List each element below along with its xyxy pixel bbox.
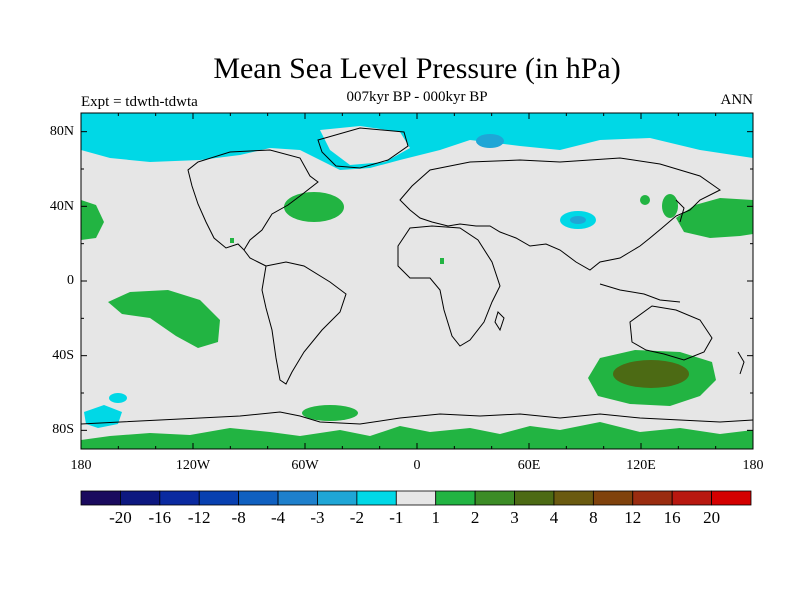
coast-japan (675, 199, 685, 223)
coast-new-zealand (737, 351, 745, 375)
lon-label-60w: 60W (291, 458, 319, 473)
colorbar-swatch (592, 490, 634, 506)
colorbar-swatch (474, 490, 515, 506)
coast-north-america (187, 149, 319, 251)
subtitle: 007kyr BP - 000kyr BP (346, 89, 488, 105)
colorbar-swatch (671, 490, 712, 506)
lat-label-80n: 80N (49, 124, 74, 139)
colorbar-swatch (553, 490, 594, 506)
lat-label-40s: 40S (52, 348, 74, 363)
axis-ticks (80, 113, 754, 449)
lon-label-180e: 180 (742, 458, 764, 473)
antarctic-positive-band (81, 422, 753, 449)
colorbar-swatch (395, 490, 437, 506)
colorbar-label: -20 (109, 508, 132, 527)
coast-greenland (317, 127, 409, 169)
indian-ocean-positive-core (613, 360, 689, 388)
lon-label-120w: 120W (175, 458, 211, 473)
colorbar-swatch (711, 490, 752, 506)
coast-indonesia (599, 283, 681, 303)
lon-label-180w: 180 (70, 458, 92, 473)
colorbar-swatch (356, 490, 397, 506)
colorbar-swatch (80, 490, 121, 506)
colorbar-label: 3 (510, 508, 519, 527)
colorbar-swatch (317, 490, 358, 506)
china-positive (640, 195, 650, 205)
colorbar-label: -16 (148, 508, 172, 527)
america-small-positive (230, 238, 234, 243)
colorbar-label: 2 (470, 508, 480, 527)
south-atlantic-positive (302, 405, 358, 421)
africa-small-positive (440, 258, 444, 264)
lon-label-60e: 60E (517, 458, 541, 473)
south-pacific-negative-2 (109, 393, 127, 403)
coast-central-america (243, 249, 267, 267)
lon-label-120e: 120E (626, 458, 656, 473)
colorbar-swatch (198, 490, 240, 506)
colorbar-swatch (120, 490, 161, 506)
lat-label-40n: 40N (49, 199, 74, 214)
north-pacific-positive (676, 198, 753, 238)
japan-positive (662, 194, 678, 218)
colorbar-label: -12 (187, 508, 211, 527)
lon-label-0: 0 (413, 458, 421, 473)
atlantic-positive-region (284, 192, 344, 222)
colorbar-label: 1 (431, 508, 440, 527)
south-pacific-positive (108, 290, 220, 348)
coast-madagascar (494, 311, 505, 332)
siberia-negative-core (476, 134, 504, 148)
colorbar-label: 4 (549, 508, 559, 527)
coastlines (81, 127, 753, 425)
colorbar-swatch (632, 490, 673, 506)
coast-europe (399, 157, 721, 271)
colorbar-label: 8 (589, 508, 598, 527)
colorbar-label: -3 (310, 508, 325, 527)
tibet-negative-core (570, 216, 586, 224)
colorbar-swatch (159, 490, 200, 506)
colorbar-label: -8 (231, 508, 246, 527)
colorbar-label: 16 (663, 508, 681, 527)
west-pacific-positive (81, 200, 104, 240)
arctic-negative-region (81, 113, 753, 170)
colorbar-label: -4 (270, 508, 286, 527)
colorbar-label: 20 (703, 508, 721, 527)
colorbar-swatch (435, 490, 476, 506)
coast-antarctica (81, 411, 753, 425)
map-panel (81, 113, 753, 449)
lat-label-80s: 80S (52, 422, 74, 437)
colorbar-label: -1 (389, 508, 404, 527)
colorbar-label: -2 (349, 508, 364, 527)
colorbar-label: 12 (624, 508, 642, 527)
coast-south-america (261, 261, 347, 385)
greenland-gap (320, 126, 410, 165)
page-title: Mean Sea Level Pressure (in hPa) (213, 52, 621, 85)
colorbar-swatch (277, 490, 318, 506)
coast-africa (397, 225, 501, 347)
colorbar (80, 490, 752, 506)
colorbar-swatch (514, 490, 555, 506)
coast-australia (629, 305, 713, 361)
experiment-label: Expt = tdwth-tdwta (81, 94, 198, 110)
season-label: ANN (720, 92, 754, 108)
colorbar-swatch (238, 490, 279, 506)
lat-label-0: 0 (67, 273, 74, 288)
